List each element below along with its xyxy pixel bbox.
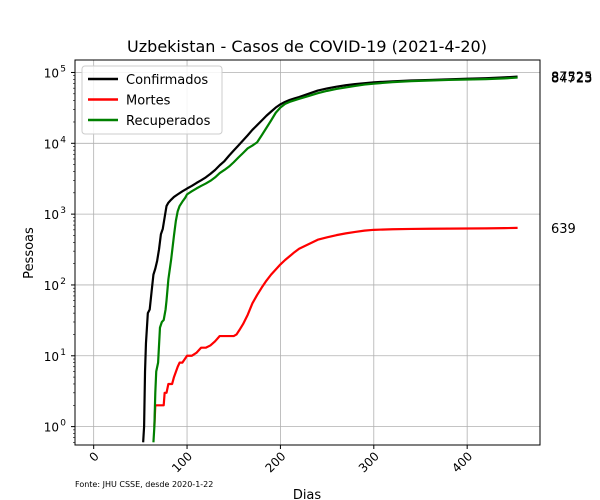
end-value-label: 639 — [551, 222, 576, 237]
y-tick-exponent: 3 — [60, 206, 66, 216]
y-tick-exponent: 1 — [60, 348, 66, 358]
y-tick-exponent: 4 — [60, 135, 66, 145]
y-tick-label: 10 — [44, 279, 59, 293]
x-tick-label: 400 — [449, 449, 475, 475]
y-tick-exponent: 0 — [60, 419, 66, 429]
legend-box — [81, 65, 223, 135]
series-line-confirmados — [142, 75, 518, 443]
x-tick-label: 300 — [356, 449, 382, 475]
x-tick-label: 0 — [86, 449, 101, 464]
legend-label-recuperados: Recuperados — [126, 114, 211, 129]
end-value-label: 87525 — [551, 71, 592, 86]
plot-frame — [74, 59, 541, 446]
y-tick-exponent: 5 — [60, 64, 66, 74]
y-tick-label: 10 — [44, 208, 59, 222]
x-axis-label: Dias — [293, 488, 322, 500]
series-line-recuperados — [152, 76, 518, 443]
x-tick-label: 200 — [262, 449, 288, 475]
x-axis-ticks: 0 100 200 300 400 — [86, 445, 475, 475]
chart-title: Uzbekistan - Casos de COVID-19 (2021-4-2… — [127, 37, 487, 56]
y-axis-label: Pessoas — [22, 227, 37, 279]
legend: Confirmados Mortes Recuperados — [81, 65, 223, 135]
x-tick-label: 100 — [169, 449, 195, 475]
y-tick-label: 10 — [44, 350, 59, 364]
y-tick-label: 10 — [44, 66, 59, 80]
footnote: Fonte: JHU CSSE, desde 2020-1-22 — [75, 480, 213, 489]
series-line-mortes — [153, 226, 518, 428]
plot-area — [142, 75, 518, 443]
end-value-label: 84723 — [551, 72, 592, 87]
y-tick-label: 10 — [44, 137, 59, 151]
y-tick-label: 10 — [44, 421, 59, 435]
series-layer — [142, 75, 518, 443]
legend-label-mortes: Mortes — [126, 94, 171, 109]
y-tick-exponent: 2 — [60, 277, 66, 287]
legend-label-confirmados: Confirmados — [126, 73, 208, 88]
